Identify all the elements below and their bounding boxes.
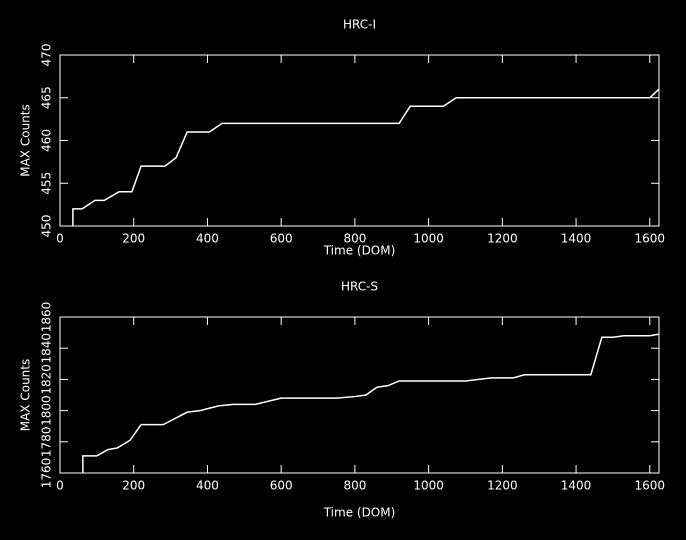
x-tick-label: 800 [343, 479, 366, 493]
y-tick-label: 455 [40, 172, 54, 195]
chart-title: HRC-I [343, 18, 376, 32]
x-tick-label: 0 [56, 232, 64, 246]
y-tick-label: 1780 [40, 427, 54, 458]
x-tick-label: 0 [56, 479, 64, 493]
plot-frame [59, 316, 660, 474]
data-line [72, 88, 660, 226]
x-tick-label: 1200 [487, 232, 518, 246]
y-tick-label: 1800 [40, 395, 54, 426]
y-tick-label: 470 [40, 44, 54, 67]
x-tick-label: 1000 [413, 232, 444, 246]
y-axis-label: MAX Counts [19, 104, 33, 177]
x-axis-label: Time (DOM) [323, 506, 396, 520]
x-tick-label: 200 [122, 232, 145, 246]
y-tick-label: 1760 [40, 458, 54, 489]
y-axis-label: MAX Counts [19, 359, 33, 432]
y-tick-label: 1840 [40, 333, 54, 364]
y-tick-label: 1820 [40, 364, 54, 395]
x-tick-label: 1600 [635, 479, 666, 493]
y-tick-label: 460 [40, 129, 54, 152]
x-tick-label: 1400 [561, 479, 592, 493]
plot-frame [59, 54, 660, 227]
x-tick-label: 400 [196, 232, 219, 246]
x-tick-label: 800 [343, 232, 366, 246]
x-tick-label: 1200 [487, 479, 518, 493]
x-tick-label: 1000 [413, 479, 444, 493]
x-tick-label: 200 [122, 479, 145, 493]
chart-title: HRC-S [341, 280, 378, 294]
x-axis-label: Time (DOM) [323, 244, 396, 258]
y-tick-label: 450 [40, 215, 54, 238]
x-tick-label: 1400 [561, 232, 592, 246]
data-line [82, 333, 660, 473]
y-tick-label: 465 [40, 86, 54, 109]
x-tick-label: 600 [270, 479, 293, 493]
y-tick-label: 1860 [40, 302, 54, 333]
x-tick-label: 1600 [635, 232, 666, 246]
x-tick-label: 600 [270, 232, 293, 246]
x-tick-label: 400 [196, 479, 219, 493]
